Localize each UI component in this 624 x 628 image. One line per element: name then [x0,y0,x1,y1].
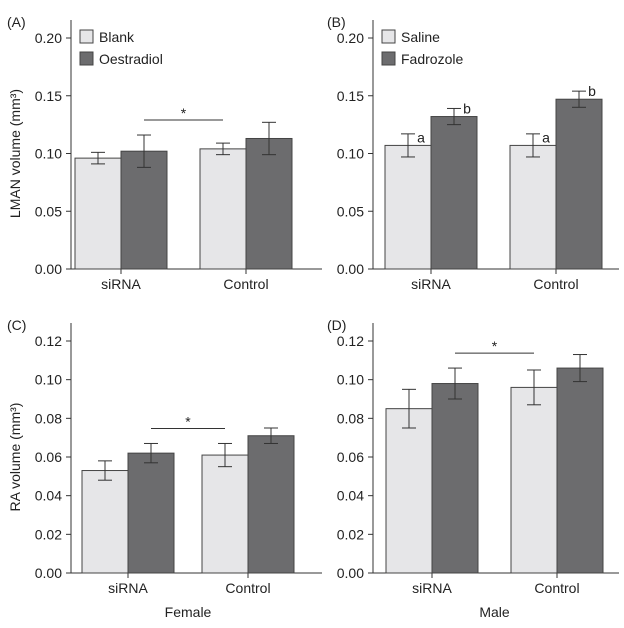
y-tick-label: 0.15 [35,88,62,104]
x-tick-label: siRNA [108,580,148,596]
bar-fadrozole [555,98,603,270]
legend-label: Fadrozole [401,51,463,67]
error-bar [264,427,278,444]
error-bar [401,133,415,158]
legend-swatch [381,51,396,66]
error-bar [527,369,541,406]
x-axis-label: Female [165,604,212,620]
significance-letter: a [542,129,550,145]
significance-letter: b [588,83,596,99]
x-tick-label: Control [223,276,268,292]
chart-panel-a: (A) 0.00 0.05 0.10 0.15 0.20 LMAN volume (mm³)… [7,14,322,292]
y-tick-label: 0.06 [337,449,364,465]
significance-letter: a [417,129,425,145]
error-bar [402,388,416,429]
bar-saline [385,408,433,574]
panel-label: (C) [7,317,26,333]
bar-fadrozole [430,116,478,270]
y-tick-label: 0.04 [35,488,62,504]
y-tick-label: 0.02 [35,526,62,542]
x-tick-label: Control [533,276,578,292]
bar-fadrozole [431,383,479,574]
y-tick-label: 0.05 [337,203,364,219]
x-tick-label: Control [225,580,270,596]
x-tick-label: Control [534,580,579,596]
y-tick-label: 0.05 [35,203,62,219]
significance-asterisk: * [185,413,191,429]
y-axis-label: RA volume (mm³) [7,403,23,512]
bar-blank [81,470,129,574]
bar-saline [510,386,558,574]
bar-saline [384,144,432,270]
bar-saline [509,144,557,270]
y-tick-label: 0.00 [337,565,364,581]
significance-asterisk: * [181,105,187,121]
error-bar [98,460,112,481]
y-tick-label: 0.12 [35,333,62,349]
panel-label: (A) [7,14,26,30]
error-bar [91,151,105,165]
legend-swatch [381,29,396,44]
chart-panel-d: (D) 0.00 0.02 0.04 0.06 0.08 0.10 0.12 siRNA Cont… [327,317,619,620]
error-bar [262,121,276,156]
error-bar [573,354,587,383]
x-tick-label: siRNA [412,580,452,596]
legend-swatch [79,29,94,44]
error-bar [218,442,232,468]
y-tick-label: 0.00 [35,261,62,277]
chart-panel-c: (C) 0.00 0.02 0.04 0.06 0.08 0.10 0.12 RA volume… [7,317,322,620]
panel-label: (B) [327,14,346,30]
bar-blank [201,454,249,574]
y-axis-label: LMAN volume (mm³) [7,89,23,218]
y-tick-label: 0.20 [337,30,364,46]
error-bar [572,90,586,108]
panel-label: (D) [327,317,346,333]
x-tick-label: siRNA [411,276,451,292]
bar-oestradiol [245,137,293,270]
significance-letter: b [463,101,471,117]
y-tick-label: 0.20 [35,30,62,46]
significance-asterisk: * [492,338,498,354]
y-tick-label: 0.08 [35,410,62,426]
x-axis-label: Male [479,604,510,620]
legend-swatch [79,51,94,66]
y-tick-label: 0.04 [337,488,364,504]
x-tick-label: siRNA [101,276,141,292]
legend-label: Oestradiol [99,51,163,67]
error-bar [447,107,461,126]
y-tick-label: 0.10 [337,372,364,388]
y-tick-label: 0.06 [35,449,62,465]
error-bar [216,142,230,156]
bar-blank [74,157,122,270]
bar-oestradiol [120,150,168,270]
bar-fadrozole [556,367,604,574]
y-tick-label: 0.10 [35,146,62,162]
y-tick-label: 0.00 [35,565,62,581]
error-bar [448,367,462,400]
error-bar [137,134,151,168]
y-tick-label: 0.10 [35,372,62,388]
y-tick-label: 0.02 [337,526,364,542]
legend-label: Blank [99,29,135,45]
y-tick-label: 0.00 [337,261,364,277]
y-tick-label: 0.08 [337,410,364,426]
bar-oestradiol [247,435,295,574]
y-tick-label: 0.15 [337,88,364,104]
chart-panel-b: (B) 0.00 0.05 0.10 0.15 0.20 siRNA Control a a b b S… [327,14,619,292]
error-bar [144,442,158,464]
error-bar [526,133,540,158]
y-tick-label: 0.10 [337,146,364,162]
y-tick-label: 0.12 [337,333,364,349]
bar-oestradiol [127,452,175,574]
legend-label: Saline [401,29,440,45]
bar-blank [199,148,247,270]
